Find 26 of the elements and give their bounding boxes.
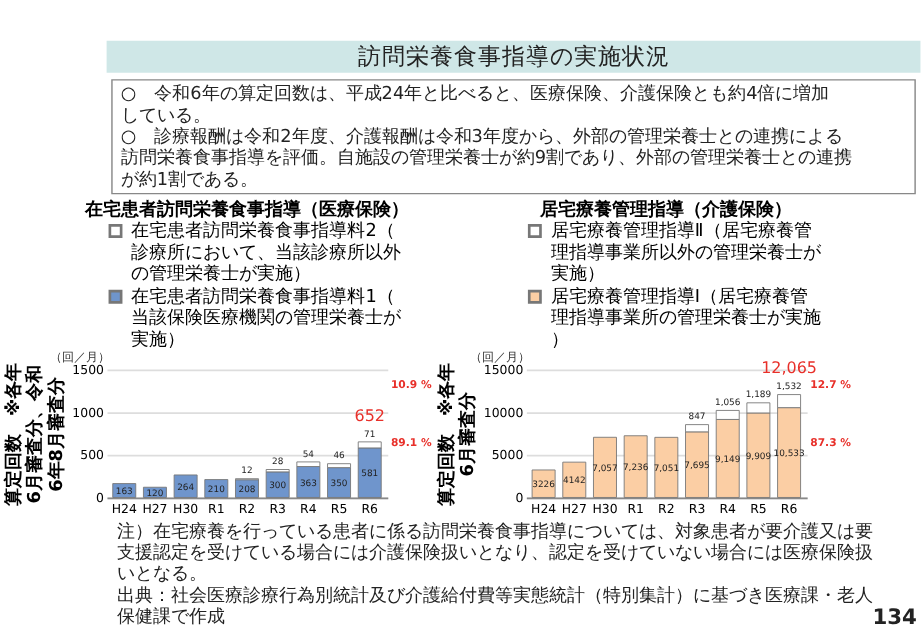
bar xyxy=(296,466,321,498)
chart-title: 在宅患者訪問栄養食事指導（医療保険） xyxy=(82,198,409,221)
bar xyxy=(173,474,198,498)
chart-title: 居宅療養管理指導（介護保険） xyxy=(538,198,793,221)
bar xyxy=(531,469,556,498)
legend-label: 居宅療養管理指導Ⅱ（居宅療養管理指導事業所以外の管理栄養士が実施） xyxy=(550,220,823,285)
text: 訪問栄養食事指導の実施状況 xyxy=(357,41,670,70)
total-label: 12,065 xyxy=(761,359,818,378)
legend-label: 在宅患者訪問栄養食事指導料2（診療所において、当該診療所以外の管理栄養士が実施） xyxy=(131,220,402,285)
total-label: 652 xyxy=(354,406,385,425)
bar xyxy=(623,435,648,498)
bar xyxy=(593,436,617,498)
text: ○ 令和6年の算定回数は、平成24年と比べると、医療保険、介護保険とも約4倍に増加している。 xyxy=(120,83,830,127)
y-axis-title: 算定回数 ※各年6月審査分、令和6年8月審査分 xyxy=(2,362,68,509)
text: 134 xyxy=(872,603,917,630)
bar xyxy=(562,461,587,498)
legend-label: 在宅患者訪問栄養食事指導料1（当該保険医療機関の管理栄養士が実施） xyxy=(131,286,404,351)
bar xyxy=(715,418,740,498)
y-axis-title: 算定回数 ※各年6月審査分 xyxy=(435,362,480,509)
text: ○ 診療報酬は令和2年度、介護報酬は令和3年度から、外部の管理栄養士との連携による訪問栄養食事指導を評価。自施設の管理栄養士が約9割であり、外部の管理栄養士との連携が約1割である。 xyxy=(120,126,853,191)
bar xyxy=(685,431,709,498)
bar xyxy=(654,436,679,498)
bar xyxy=(357,447,382,498)
source-note: 出典：社会医療診療行為別統計及び介護給付費等実態統計（特別集計）に基づき医療課・老人保健課で作成 xyxy=(117,584,874,628)
legend-label: 居宅療養管理指導Ⅰ（居宅療養管理指導事業所の管理栄養士が実施） xyxy=(550,286,821,351)
text: 注）在宅療養を行っている患者に係る訪問栄養食事指導については、対象患者が要介護又は要支援認定を受けている場合には介護保険扱いとなり、認定を受けていない場合には医療保険扱いとなる。 xyxy=(117,520,874,586)
